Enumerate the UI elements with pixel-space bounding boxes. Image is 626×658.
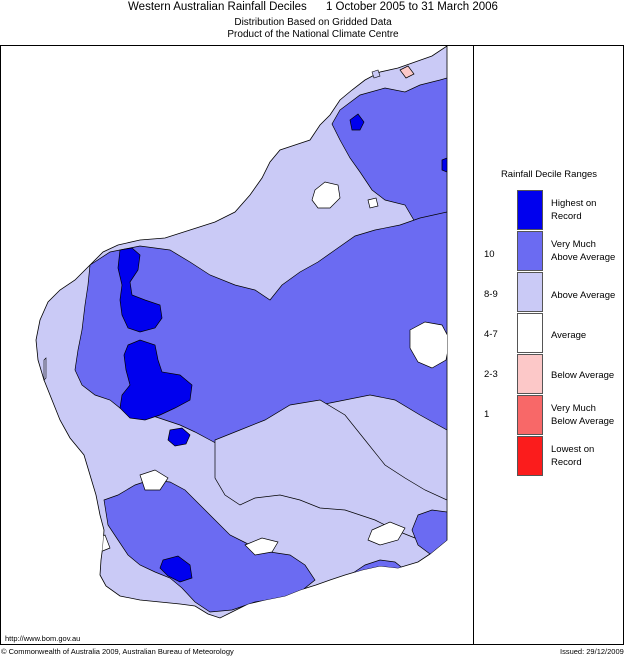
region-average-east	[409, 321, 447, 369]
region-highest-pilbara	[117, 247, 163, 333]
legend-swatch-above	[517, 272, 543, 312]
region-highest-midwest	[119, 339, 193, 421]
legend-range-8-9: 8-9	[484, 289, 498, 300]
legend-label-average: Average	[551, 330, 587, 341]
footer-url[interactable]: http://www.bom.gov.au	[5, 634, 81, 643]
legend-title: Rainfall Decile Ranges	[500, 169, 598, 180]
legend-label-very-much-above: Very Much Above Average	[551, 239, 616, 263]
legend-swatch-very-much-above	[517, 231, 543, 271]
region-average-central	[311, 181, 341, 209]
region-below-west	[85, 483, 92, 499]
legend-swatch-below	[517, 354, 543, 394]
island-west	[43, 357, 47, 381]
region-average-small	[367, 197, 379, 209]
map-title: Western Australian Rainfall Deciles 1 Oc…	[0, 0, 626, 14]
title-region: Western Australian Rainfall Deciles	[128, 1, 307, 13]
legend-swatch-highest	[517, 190, 543, 230]
legend-swatch-average	[517, 313, 543, 353]
rainfall-decile-map	[35, 46, 448, 619]
region-highest-kimberley	[349, 113, 365, 131]
subtitle-producer: Product of the National Climate Centre	[227, 29, 399, 40]
legend-label-highest: Highest on Record	[551, 198, 597, 222]
region-highest-small-a	[167, 427, 191, 447]
legend-label-lowest: Lowest on Record	[551, 444, 595, 468]
island-north	[371, 69, 381, 79]
legend-range-1: 1	[484, 409, 490, 420]
legend-label-below: Below Average	[551, 370, 615, 381]
title-period: 1 October 2005 to 31 March 2006	[325, 1, 498, 13]
map-frame	[0, 45, 624, 645]
footer-copyright: © Commonwealth of Australia 2009, Austra…	[1, 647, 234, 656]
legend-range-10: 10	[484, 249, 495, 260]
region-average-sw	[139, 469, 169, 491]
footer-issued: Issued: 29/12/2009	[560, 647, 624, 656]
region-average-se	[367, 521, 406, 546]
legend-label-very-much-below: Very Much Below Average	[551, 403, 615, 427]
region-southwest-vma	[103, 479, 316, 613]
region-average-south	[244, 537, 279, 556]
region-highest-south	[159, 555, 193, 583]
legend-range-2-3: 2-3	[484, 369, 498, 380]
legend-swatch-lowest	[517, 436, 543, 476]
legend-divider	[473, 45, 474, 645]
legend-range-4-7: 4-7	[484, 329, 498, 340]
legend-swatch-very-much-below	[517, 395, 543, 435]
region-highest-east	[441, 157, 447, 173]
region-below-northeast	[399, 65, 415, 79]
subtitle-method: Distribution Based on Gridded Data	[234, 17, 392, 28]
legend-label-above: Above Average	[551, 290, 616, 301]
